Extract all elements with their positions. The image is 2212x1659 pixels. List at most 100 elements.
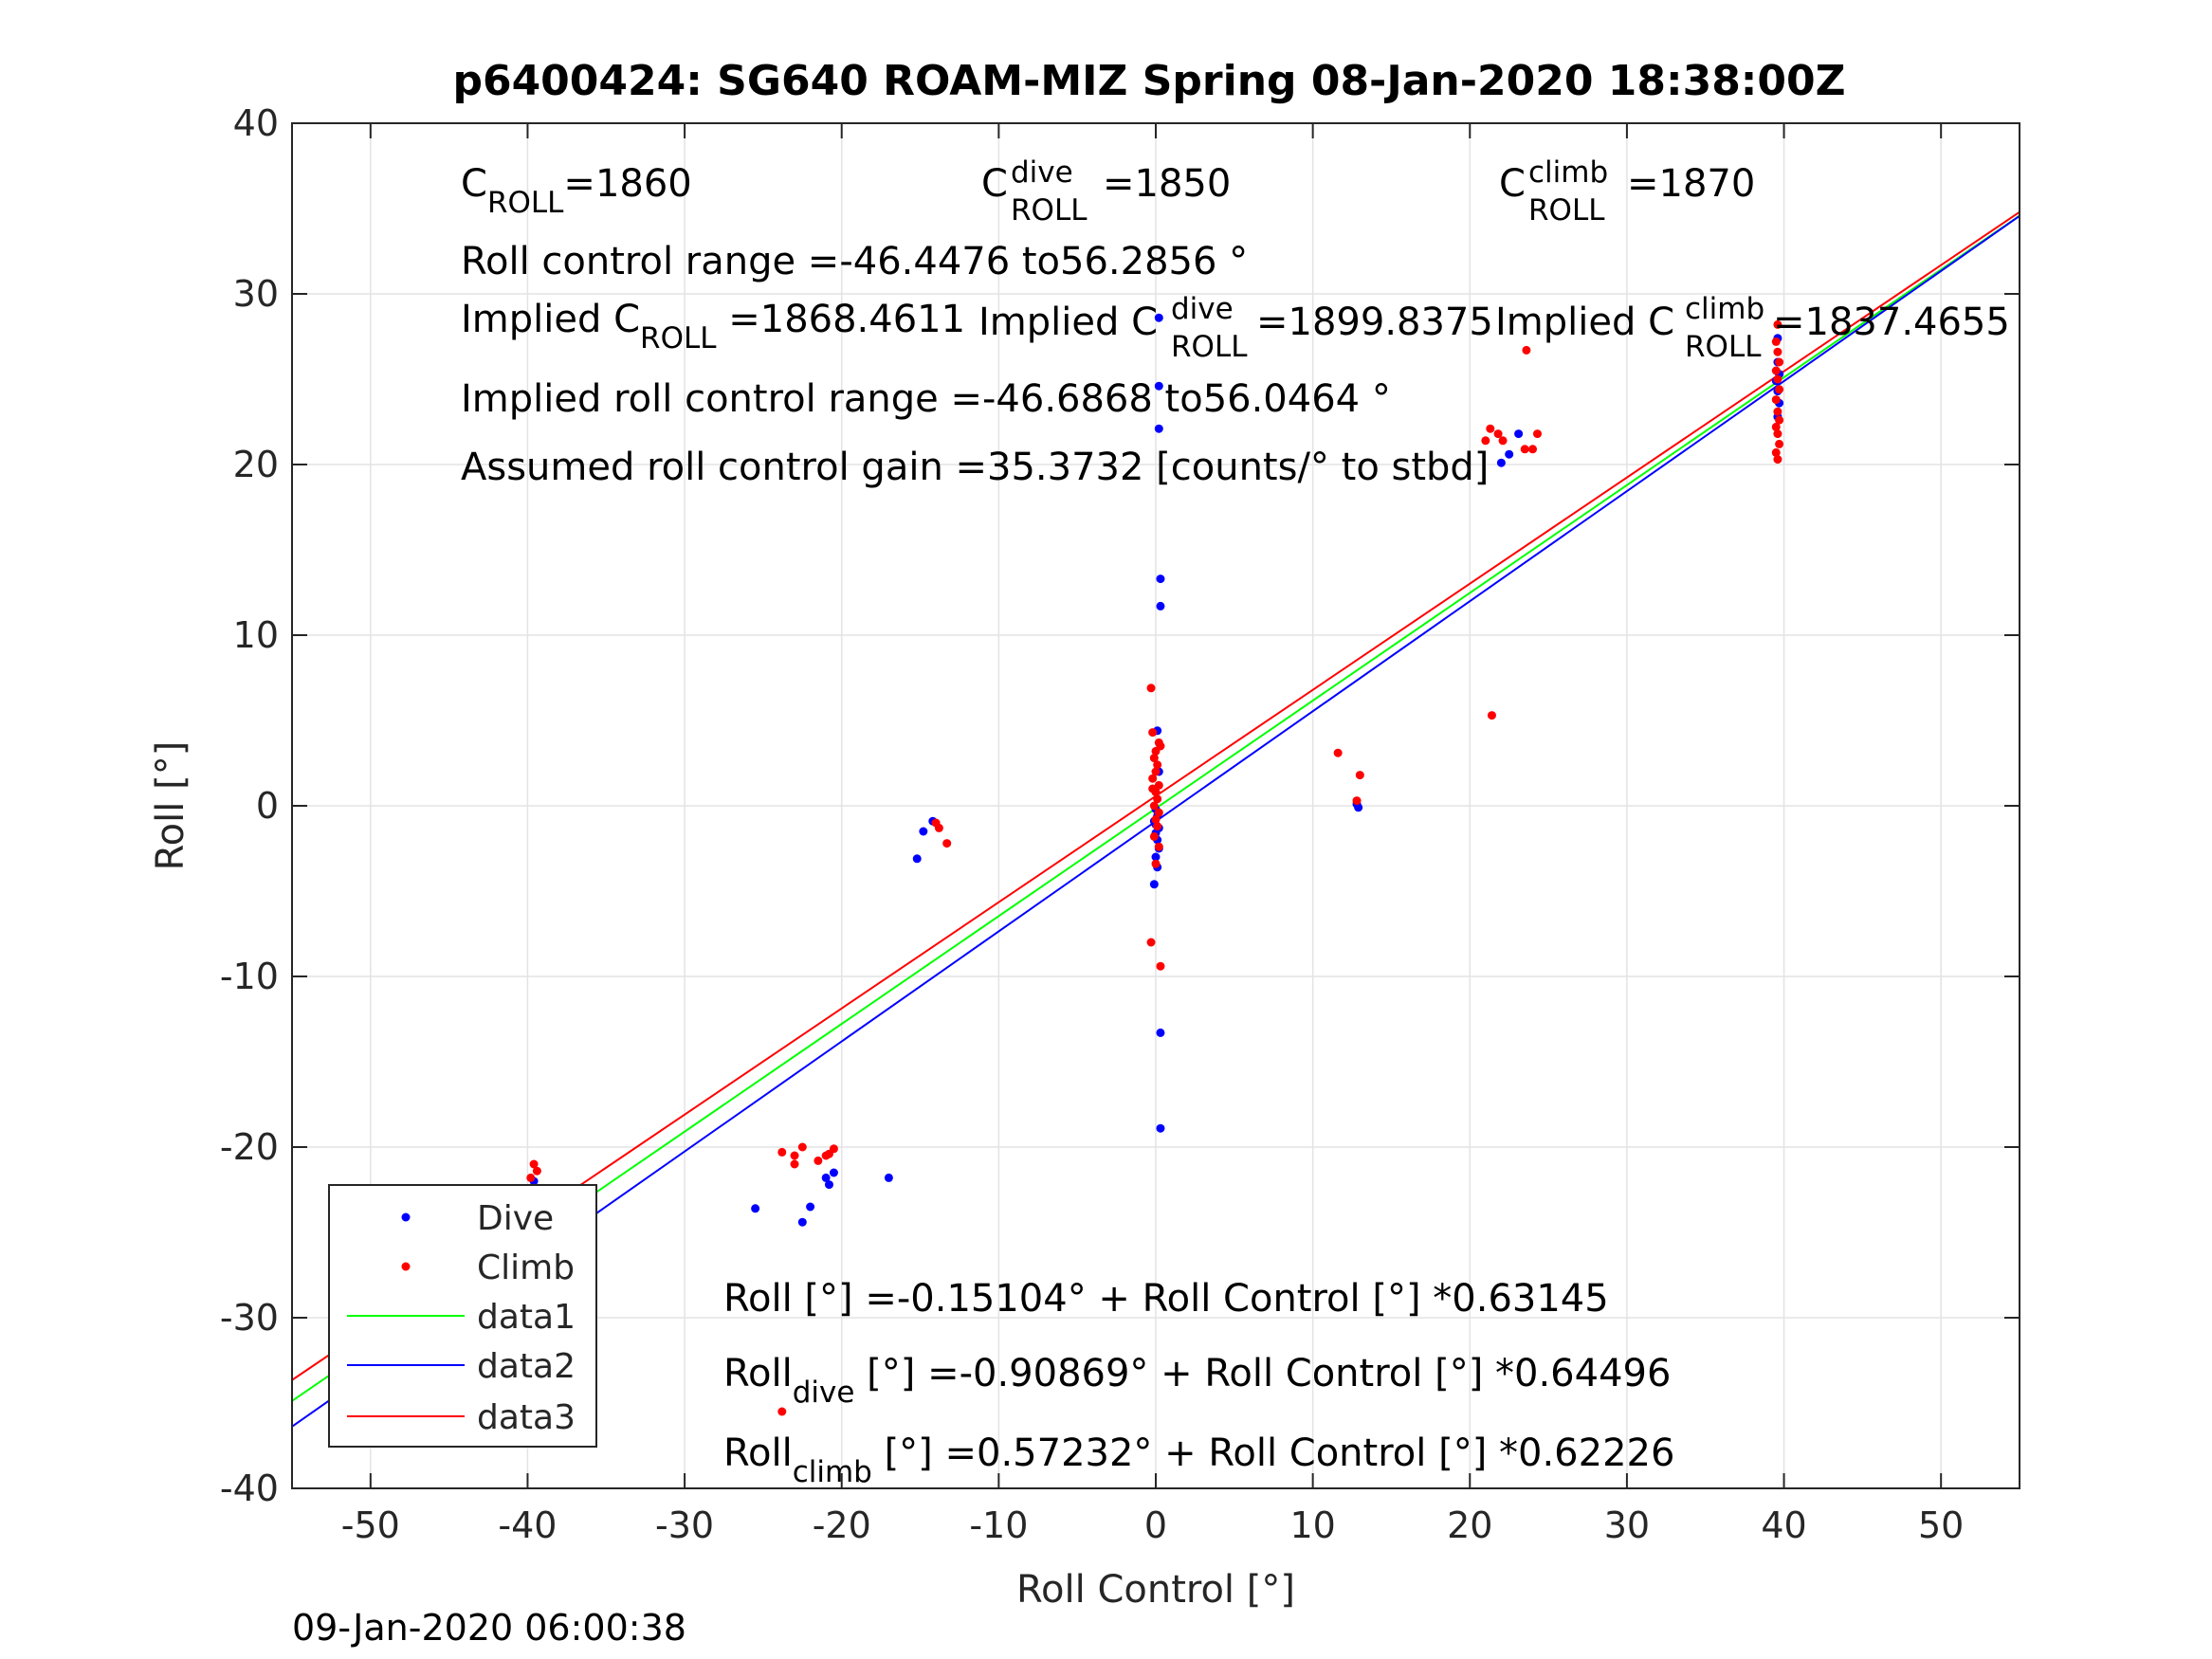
climb-point xyxy=(1773,374,1782,384)
dive-point xyxy=(1354,803,1363,812)
timestamp: 09-Jan-2020 06:00:38 xyxy=(292,1607,686,1649)
chart-title: p6400424: SG640 ROAM-MIZ Spring 08-Jan-2… xyxy=(452,57,1845,105)
dive-point xyxy=(1496,458,1506,467)
gain-annotation: Assumed roll control gain =35.3732 [coun… xyxy=(461,446,1489,489)
legend-label-data1: data1 xyxy=(477,1298,576,1337)
dive-point xyxy=(1505,449,1514,459)
climb-point xyxy=(1149,801,1159,811)
climb-point xyxy=(934,823,943,832)
dive-point xyxy=(912,854,922,864)
climb-point xyxy=(1355,771,1364,780)
climb-point xyxy=(790,1151,799,1160)
climb-point xyxy=(1520,445,1529,454)
dive-point xyxy=(1156,574,1165,584)
implied-range-annotation: Implied roll control range =-46.6868 to5… xyxy=(461,377,1391,421)
climb-point xyxy=(1486,424,1495,433)
y-tick-label: 10 xyxy=(233,614,279,656)
legend-label-data3: data3 xyxy=(477,1398,576,1437)
climb-point xyxy=(1149,831,1159,841)
climb-point xyxy=(824,1149,833,1158)
climb-point xyxy=(1153,794,1162,804)
climb-point xyxy=(1771,422,1781,431)
implied-c-roll-climb-annotation: Implied C climb ROLL =1837.4655 xyxy=(1495,284,2010,366)
y-tick-label: -40 xyxy=(220,1468,279,1509)
c-roll-climb-annotation: C climb ROLL =1870 xyxy=(1499,148,1755,229)
fit-all-annotation: Roll [°] =-0.15104° + Roll Control [°] *… xyxy=(723,1277,1609,1321)
legend-label-dive: Dive xyxy=(477,1199,554,1238)
climb-point xyxy=(1151,814,1161,824)
y-tick-label: -10 xyxy=(220,956,279,997)
legend: Dive Climb data1 data2 data3 xyxy=(328,1184,597,1448)
legend-marker-dive xyxy=(401,1212,411,1222)
dive-point xyxy=(919,827,928,836)
x-tick-label: -10 xyxy=(969,1504,1028,1546)
dive-point xyxy=(1149,880,1159,889)
y-tick-label: 40 xyxy=(233,102,279,144)
x-tick-label: 50 xyxy=(1918,1504,1964,1546)
climb-point xyxy=(1773,347,1782,356)
x-tick-label: 20 xyxy=(1447,1504,1492,1546)
legend-label-data2: data2 xyxy=(477,1347,576,1386)
climb-point xyxy=(529,1159,539,1169)
x-tick-label: -30 xyxy=(655,1504,714,1546)
climb-point xyxy=(1156,741,1165,751)
implied-c-roll-annotation: Implied CROLL =1868.4611 xyxy=(461,298,965,356)
dive-point xyxy=(806,1202,815,1212)
dive-point xyxy=(1156,1028,1165,1037)
climb-point xyxy=(1352,796,1362,806)
fit-climb-annotation: Rollclimb [°] =0.57232° + Roll Control [… xyxy=(723,1431,1674,1489)
dive-point xyxy=(1514,429,1524,439)
y-tick-label: 0 xyxy=(256,785,279,827)
implied-c-roll-dive-annotation: Implied C dive ROLL =1899.8375 xyxy=(978,284,1493,366)
climb-point xyxy=(777,1407,787,1416)
climb-point xyxy=(1775,415,1784,425)
y-tick-label: -20 xyxy=(220,1126,279,1168)
x-tick-label: 0 xyxy=(1144,1504,1167,1546)
x-tick-label: -40 xyxy=(498,1504,557,1546)
dive-point xyxy=(797,1217,807,1227)
x-tick-label: -50 xyxy=(341,1504,400,1546)
climb-point xyxy=(1151,859,1161,868)
climb-point xyxy=(1148,784,1158,793)
climb-point xyxy=(526,1173,536,1182)
y-tick-label: 20 xyxy=(233,444,279,485)
climb-point xyxy=(1154,842,1163,851)
climb-point xyxy=(1773,429,1782,439)
x-tick-label: 40 xyxy=(1761,1504,1806,1546)
climb-point xyxy=(1775,439,1784,448)
climb-point xyxy=(777,1147,787,1157)
climb-point xyxy=(1771,337,1781,346)
dive-point xyxy=(751,1204,760,1213)
dive-point xyxy=(1156,601,1165,611)
climb-point xyxy=(1146,684,1156,693)
y-tick-label: -30 xyxy=(220,1297,279,1339)
x-tick-label: -20 xyxy=(813,1504,871,1546)
fit-dive-annotation: Rolldive [°] =-0.90869° + Roll Control [… xyxy=(723,1352,1671,1410)
climb-point xyxy=(814,1156,823,1165)
climb-point xyxy=(790,1159,799,1169)
dive-point xyxy=(884,1173,893,1182)
climb-point xyxy=(1148,774,1158,783)
dive-point xyxy=(829,1168,838,1177)
climb-point xyxy=(1532,429,1542,439)
y-tick-label: 30 xyxy=(233,273,279,315)
y-axis-label: Roll [°] xyxy=(149,741,192,871)
climb-point xyxy=(797,1142,807,1152)
legend-label-climb: Climb xyxy=(477,1249,575,1287)
climb-point xyxy=(1151,767,1161,776)
x-tick-label: 10 xyxy=(1289,1504,1335,1546)
axis-ticks: -50 -40 -30 -20 -10 0 10 20 30 40 50 -40 -30 -20 -10 0 1… xyxy=(220,102,2020,1546)
climb-point xyxy=(1771,366,1781,375)
x-axis-label: Roll Control [°] xyxy=(1016,1568,1295,1612)
climb-point xyxy=(1522,345,1531,355)
climb-point xyxy=(1481,436,1490,446)
dive-point xyxy=(1156,1123,1165,1133)
climb-point xyxy=(1156,961,1165,971)
climb-point xyxy=(1146,938,1156,947)
climb-point xyxy=(1333,748,1343,757)
dive-point xyxy=(1154,381,1163,391)
climb-point xyxy=(1487,711,1496,720)
climb-point xyxy=(1771,447,1781,457)
c-roll-annotation: CROLL=1860 xyxy=(461,162,692,220)
